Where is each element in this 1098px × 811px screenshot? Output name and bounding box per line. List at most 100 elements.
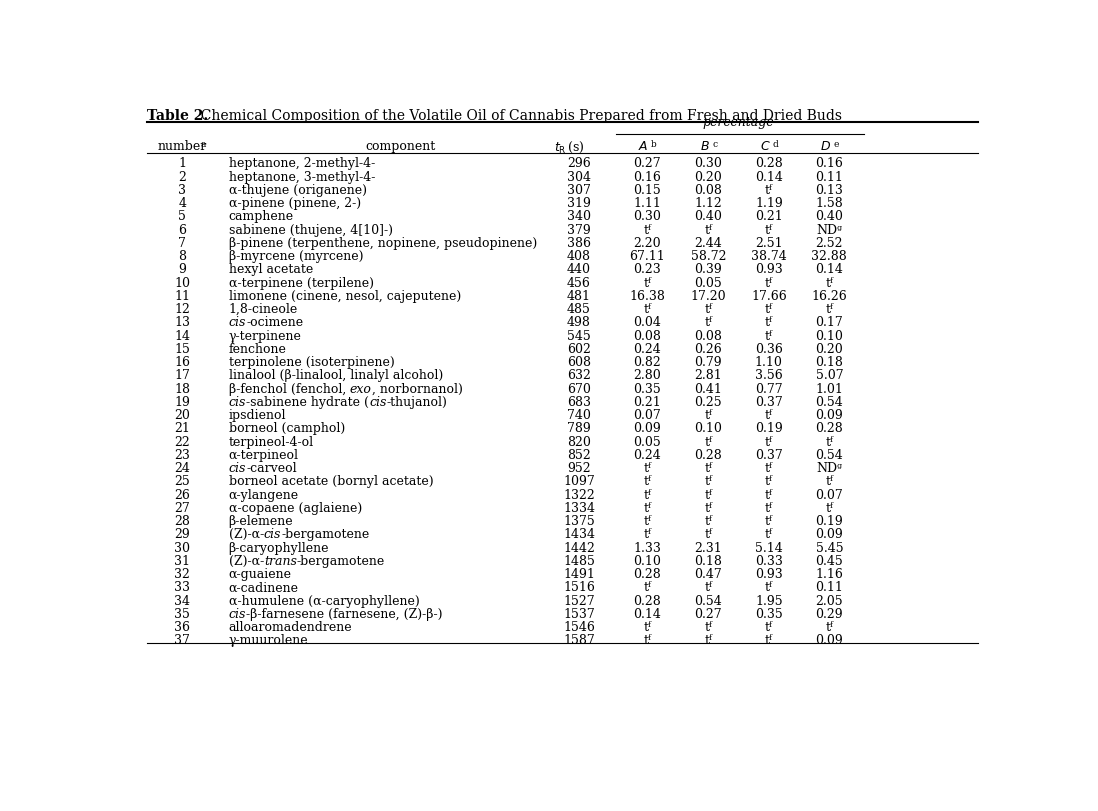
Text: exo: exo xyxy=(350,382,372,395)
Text: tᶠ: tᶠ xyxy=(765,303,773,315)
Text: a: a xyxy=(201,139,206,148)
Text: 0.30: 0.30 xyxy=(634,210,661,223)
Text: 38.74: 38.74 xyxy=(751,250,787,263)
Text: 1516: 1516 xyxy=(563,581,595,594)
Text: 4: 4 xyxy=(178,197,187,210)
Text: 19: 19 xyxy=(175,396,190,409)
Text: 0.27: 0.27 xyxy=(634,157,661,170)
Text: tᶠ: tᶠ xyxy=(705,461,713,474)
Text: tᶠ: tᶠ xyxy=(826,474,833,487)
Text: 1334: 1334 xyxy=(563,501,595,514)
Text: 0.28: 0.28 xyxy=(634,594,661,607)
Text: tᶠ: tᶠ xyxy=(705,474,713,487)
Text: cis: cis xyxy=(369,396,386,409)
Text: 0.40: 0.40 xyxy=(816,210,843,223)
Text: tᶠ: tᶠ xyxy=(705,303,713,315)
Text: α-ylangene: α-ylangene xyxy=(228,488,299,501)
Text: linalool (β-linalool, linalyl alcohol): linalool (β-linalool, linalyl alcohol) xyxy=(228,369,442,382)
Text: tᶠ: tᶠ xyxy=(765,277,773,290)
Text: 13: 13 xyxy=(175,316,190,329)
Text: tᶠ: tᶠ xyxy=(643,303,651,315)
Text: 0.54: 0.54 xyxy=(695,594,722,607)
Text: 304: 304 xyxy=(567,170,591,183)
Text: 0.07: 0.07 xyxy=(816,488,843,501)
Text: $\mathit{A}$: $\mathit{A}$ xyxy=(638,139,649,152)
Text: 0.25: 0.25 xyxy=(695,396,722,409)
Text: 2.52: 2.52 xyxy=(816,237,843,250)
Text: 9: 9 xyxy=(178,263,187,276)
Text: tᶠ: tᶠ xyxy=(705,514,713,527)
Text: 408: 408 xyxy=(567,250,591,263)
Text: α-cadinene: α-cadinene xyxy=(228,581,299,594)
Text: 29: 29 xyxy=(175,528,190,541)
Text: -bergamotene: -bergamotene xyxy=(281,528,370,541)
Text: component: component xyxy=(366,139,436,152)
Text: 789: 789 xyxy=(568,422,591,435)
Text: hexyl acetate: hexyl acetate xyxy=(228,263,313,276)
Text: 0.79: 0.79 xyxy=(695,356,722,369)
Text: 2.80: 2.80 xyxy=(634,369,661,382)
Text: 0.21: 0.21 xyxy=(634,396,661,409)
Text: 22: 22 xyxy=(175,435,190,448)
Text: 740: 740 xyxy=(567,409,591,422)
Text: 1546: 1546 xyxy=(563,620,595,633)
Text: cis: cis xyxy=(228,461,246,474)
Text: 12: 12 xyxy=(175,303,190,315)
Text: 683: 683 xyxy=(567,396,591,409)
Text: 0.27: 0.27 xyxy=(695,607,722,620)
Text: 0.45: 0.45 xyxy=(816,554,843,567)
Text: $\mathit{C}$: $\mathit{C}$ xyxy=(760,139,771,152)
Text: 498: 498 xyxy=(567,316,591,329)
Text: tᶠ: tᶠ xyxy=(643,620,651,633)
Text: 0.35: 0.35 xyxy=(634,382,661,395)
Text: 0.24: 0.24 xyxy=(634,342,661,355)
Text: -thujanol): -thujanol) xyxy=(386,396,447,409)
Text: tᶠ: tᶠ xyxy=(765,501,773,514)
Text: 0.14: 0.14 xyxy=(755,170,783,183)
Text: 1322: 1322 xyxy=(563,488,595,501)
Text: 952: 952 xyxy=(568,461,591,474)
Text: 0.14: 0.14 xyxy=(634,607,661,620)
Text: alloaromadendrene: alloaromadendrene xyxy=(228,620,352,633)
Text: 1491: 1491 xyxy=(563,568,595,581)
Text: γ-muurolene: γ-muurolene xyxy=(228,633,309,646)
Text: 1.58: 1.58 xyxy=(816,197,843,210)
Text: b: b xyxy=(651,139,657,148)
Text: 28: 28 xyxy=(175,514,190,527)
Text: 0.10: 0.10 xyxy=(634,554,661,567)
Text: 2.31: 2.31 xyxy=(695,541,722,554)
Text: 852: 852 xyxy=(568,448,591,461)
Text: 16.38: 16.38 xyxy=(629,290,665,303)
Text: tᶠ: tᶠ xyxy=(705,633,713,646)
Text: 1.16: 1.16 xyxy=(816,568,843,581)
Text: 0.10: 0.10 xyxy=(816,329,843,342)
Text: 0.33: 0.33 xyxy=(755,554,783,567)
Text: 0.20: 0.20 xyxy=(816,342,843,355)
Text: α-thujene (origanene): α-thujene (origanene) xyxy=(228,184,367,197)
Text: 632: 632 xyxy=(567,369,591,382)
Text: 1434: 1434 xyxy=(563,528,595,541)
Text: 16.26: 16.26 xyxy=(811,290,848,303)
Text: 0.19: 0.19 xyxy=(816,514,843,527)
Text: -β-farnesene (farnesene, (Z)-β-): -β-farnesene (farnesene, (Z)-β-) xyxy=(246,607,442,620)
Text: 340: 340 xyxy=(567,210,591,223)
Text: 2.81: 2.81 xyxy=(695,369,722,382)
Text: 0.36: 0.36 xyxy=(755,342,783,355)
Text: 1.33: 1.33 xyxy=(634,541,661,554)
Text: tᶠ: tᶠ xyxy=(643,501,651,514)
Text: 1.11: 1.11 xyxy=(634,197,661,210)
Text: (Z)-α-: (Z)-α- xyxy=(228,554,264,567)
Text: 17: 17 xyxy=(175,369,190,382)
Text: camphene: camphene xyxy=(228,210,294,223)
Text: tᶠ: tᶠ xyxy=(826,620,833,633)
Text: 0.23: 0.23 xyxy=(634,263,661,276)
Text: 1527: 1527 xyxy=(563,594,595,607)
Text: 1097: 1097 xyxy=(563,474,595,487)
Text: 379: 379 xyxy=(568,224,591,237)
Text: fenchone: fenchone xyxy=(228,342,287,355)
Text: $\mathit{D}$: $\mathit{D}$ xyxy=(820,139,831,152)
Text: 1.01: 1.01 xyxy=(816,382,843,395)
Text: 33: 33 xyxy=(175,581,190,594)
Text: 296: 296 xyxy=(568,157,591,170)
Text: 5: 5 xyxy=(178,210,187,223)
